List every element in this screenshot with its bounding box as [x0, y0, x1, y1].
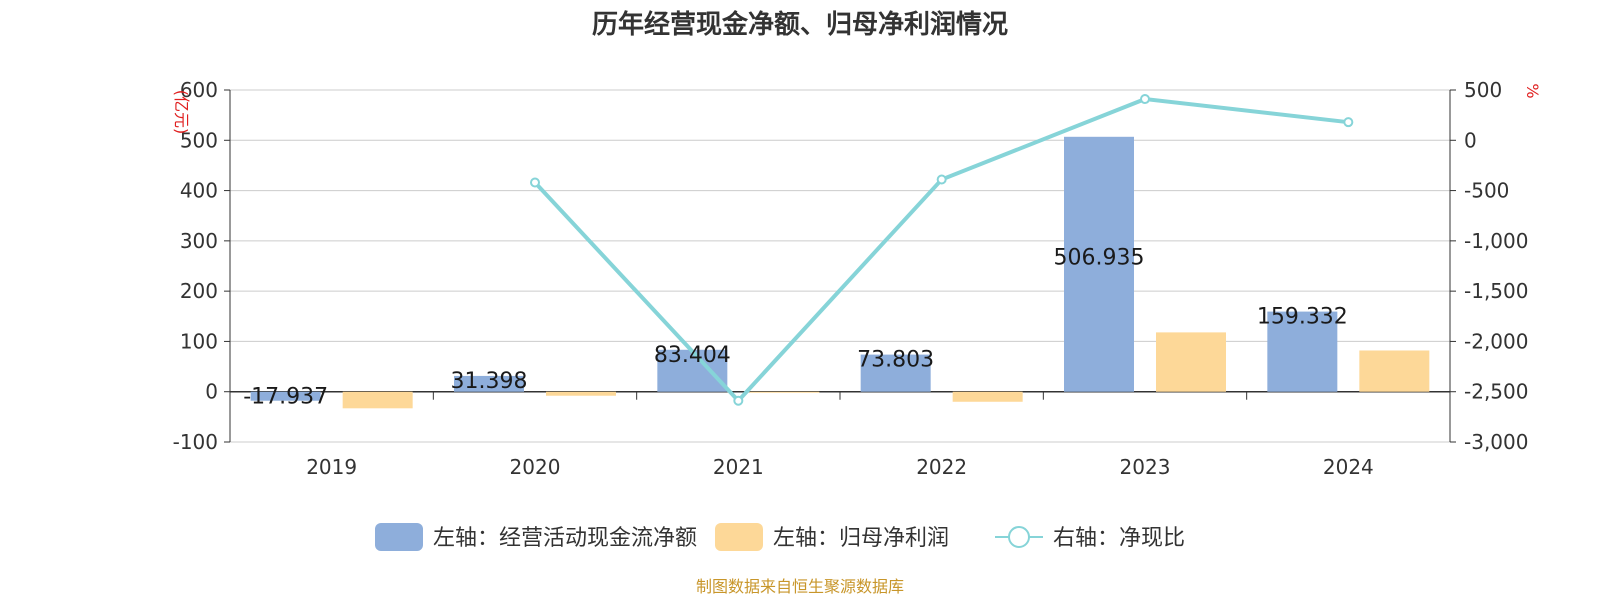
bars	[250, 136, 1430, 409]
line-point	[733, 395, 744, 406]
left-axis-unit: (亿元)	[172, 90, 191, 135]
line-point	[1140, 94, 1150, 105]
x-tick-label: 2021	[713, 455, 764, 479]
data-label: 506.935	[1054, 245, 1145, 270]
data-labels: -17.937 31.398 83.404 73.803 506.935 159.332	[243, 245, 1348, 409]
left-tick-label: 300	[180, 229, 218, 253]
x-tick-label: 2022	[916, 455, 967, 479]
line-point	[936, 174, 947, 185]
right-tick-label: 0	[1464, 128, 1477, 152]
left-tick-label: 400	[180, 179, 218, 203]
data-label: 73.803	[857, 348, 934, 373]
data-label: -17.937	[243, 385, 328, 410]
axes: 600 500 400 300 200 100 0 -100 500 0 -500 -1,000 -1,…	[173, 78, 1529, 479]
right-tick-label: -2,000	[1464, 329, 1528, 353]
right-axis-unit: %	[1523, 83, 1542, 98]
right-tick-label: -1,500	[1464, 279, 1528, 303]
right-tick-label: 500	[1464, 78, 1502, 102]
bar	[749, 391, 820, 393]
x-tick-label: 2020	[510, 455, 561, 479]
bar	[1359, 350, 1430, 392]
right-tick-label: -2,500	[1464, 380, 1528, 404]
line-series	[530, 94, 1354, 406]
grid-lines	[230, 89, 1450, 443]
legend-swatch	[715, 523, 763, 551]
bar	[342, 391, 413, 409]
legend-swatch-marker	[1008, 526, 1030, 548]
x-tick-label: 2023	[1120, 455, 1171, 479]
bar	[860, 354, 931, 392]
x-tick-label: 2019	[306, 455, 357, 479]
left-tick-label: -100	[173, 430, 218, 454]
line-point	[1343, 117, 1354, 128]
line-point	[530, 177, 540, 188]
bar	[952, 391, 1023, 402]
left-tick-label: 100	[180, 329, 218, 353]
bar	[250, 391, 321, 401]
legend-swatch	[375, 523, 423, 551]
left-tick-label: 200	[180, 279, 218, 303]
x-tick-label: 2024	[1323, 455, 1374, 479]
chart-title: 历年经营现金净额、归母净利润情况	[592, 9, 1008, 40]
legend: 左轴：经营活动现金流净额 左轴：归母净利润 右轴：净现比	[375, 523, 1185, 551]
legend-label: 左轴：经营活动现金流净额	[433, 526, 697, 551]
data-label: 159.332	[1257, 305, 1348, 330]
bar	[546, 391, 616, 396]
data-label: 83.404	[654, 343, 731, 368]
source-note: 制图数据来自恒生聚源数据库	[696, 577, 904, 596]
left-tick-label: 0	[205, 380, 218, 404]
right-tick-label: -1,000	[1464, 229, 1528, 253]
bar	[1267, 311, 1338, 392]
legend-label: 右轴：净现比	[1053, 526, 1185, 551]
left-tick-label: 500	[180, 128, 218, 152]
bar	[454, 375, 524, 392]
bar	[1064, 136, 1134, 392]
right-tick-label: -500	[1464, 179, 1509, 203]
data-label: 31.398	[451, 369, 528, 394]
bar	[1156, 332, 1226, 392]
left-tick-label: 600	[180, 78, 218, 102]
right-tick-label: -3,000	[1464, 430, 1528, 454]
bar	[657, 349, 728, 392]
legend-label: 左轴：归母净利润	[773, 526, 949, 551]
